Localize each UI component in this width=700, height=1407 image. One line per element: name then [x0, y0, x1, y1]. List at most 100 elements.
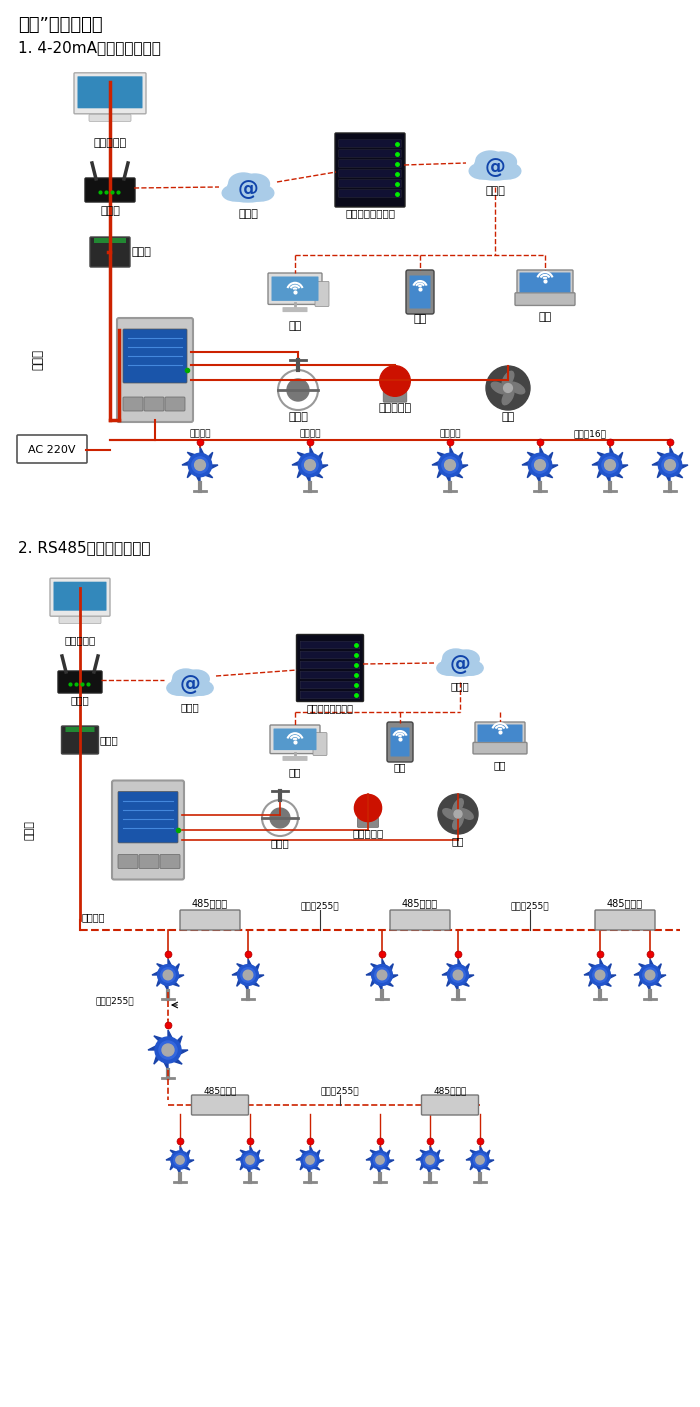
- Text: @: @: [180, 674, 200, 694]
- Ellipse shape: [475, 153, 515, 176]
- Ellipse shape: [443, 809, 457, 819]
- FancyBboxPatch shape: [300, 691, 360, 699]
- Polygon shape: [466, 1157, 480, 1159]
- Ellipse shape: [437, 661, 461, 675]
- Text: 485中继器: 485中继器: [204, 1086, 237, 1095]
- Polygon shape: [446, 464, 450, 483]
- Circle shape: [424, 1154, 436, 1166]
- FancyBboxPatch shape: [519, 273, 570, 293]
- FancyBboxPatch shape: [387, 722, 413, 763]
- Text: 信号输出: 信号输出: [189, 429, 211, 438]
- Circle shape: [421, 1151, 439, 1169]
- FancyBboxPatch shape: [383, 391, 407, 402]
- Polygon shape: [380, 1145, 383, 1159]
- Circle shape: [376, 1155, 384, 1164]
- FancyBboxPatch shape: [58, 671, 102, 694]
- Circle shape: [176, 1155, 184, 1164]
- Circle shape: [602, 457, 618, 473]
- Text: 声光报警器: 声光报警器: [352, 827, 384, 839]
- Polygon shape: [450, 447, 454, 464]
- FancyBboxPatch shape: [59, 616, 101, 623]
- Circle shape: [374, 968, 389, 982]
- Ellipse shape: [229, 173, 258, 193]
- Polygon shape: [237, 964, 248, 975]
- FancyBboxPatch shape: [192, 1095, 248, 1114]
- Polygon shape: [610, 447, 614, 464]
- Text: 声光报警器: 声光报警器: [379, 402, 412, 414]
- Ellipse shape: [509, 383, 525, 394]
- FancyBboxPatch shape: [180, 910, 240, 930]
- Polygon shape: [432, 461, 450, 464]
- Text: 可连接255台: 可连接255台: [95, 996, 134, 1005]
- Polygon shape: [592, 461, 610, 464]
- Polygon shape: [600, 964, 611, 975]
- Polygon shape: [310, 452, 323, 464]
- Circle shape: [244, 1154, 256, 1166]
- Text: 可连接16个: 可连接16个: [573, 429, 606, 438]
- Polygon shape: [200, 464, 218, 469]
- Circle shape: [474, 1154, 486, 1166]
- Polygon shape: [247, 1159, 250, 1173]
- FancyBboxPatch shape: [270, 725, 320, 754]
- Polygon shape: [250, 1159, 264, 1164]
- Polygon shape: [168, 960, 172, 975]
- Ellipse shape: [172, 673, 208, 692]
- Polygon shape: [200, 464, 213, 478]
- FancyBboxPatch shape: [300, 671, 360, 678]
- Polygon shape: [447, 975, 458, 986]
- FancyBboxPatch shape: [315, 281, 329, 307]
- Polygon shape: [180, 1145, 183, 1159]
- Text: 通讯线: 通讯线: [32, 349, 45, 370]
- Circle shape: [174, 1154, 186, 1166]
- FancyBboxPatch shape: [123, 329, 187, 383]
- Circle shape: [532, 457, 548, 473]
- Polygon shape: [420, 1150, 430, 1159]
- Polygon shape: [200, 447, 204, 464]
- Polygon shape: [380, 1159, 390, 1169]
- Polygon shape: [540, 464, 558, 469]
- FancyBboxPatch shape: [410, 276, 430, 308]
- Ellipse shape: [487, 152, 517, 172]
- Circle shape: [453, 971, 463, 979]
- Circle shape: [302, 457, 318, 473]
- Polygon shape: [536, 464, 540, 483]
- Circle shape: [287, 378, 309, 401]
- Text: 互联网: 互联网: [181, 702, 199, 712]
- Circle shape: [528, 453, 552, 477]
- Text: 485中继器: 485中继器: [433, 1086, 467, 1095]
- Circle shape: [371, 1151, 389, 1169]
- FancyBboxPatch shape: [139, 854, 159, 868]
- Polygon shape: [430, 1159, 444, 1164]
- Polygon shape: [657, 452, 670, 464]
- Polygon shape: [166, 1157, 180, 1159]
- Circle shape: [195, 460, 205, 470]
- Polygon shape: [670, 464, 688, 469]
- Circle shape: [237, 965, 258, 985]
- Polygon shape: [240, 1159, 250, 1169]
- Text: 单机版电脑: 单机版电脑: [64, 635, 96, 644]
- Polygon shape: [148, 1045, 168, 1050]
- Polygon shape: [168, 1050, 188, 1055]
- Polygon shape: [540, 452, 553, 464]
- Polygon shape: [670, 452, 682, 464]
- Text: 安帕尔网络服务器: 安帕尔网络服务器: [345, 208, 395, 218]
- Polygon shape: [168, 975, 184, 979]
- Polygon shape: [244, 975, 248, 991]
- Polygon shape: [382, 960, 386, 975]
- Ellipse shape: [225, 184, 271, 203]
- Circle shape: [442, 457, 458, 473]
- FancyBboxPatch shape: [123, 397, 143, 411]
- FancyBboxPatch shape: [300, 651, 360, 658]
- FancyBboxPatch shape: [300, 642, 360, 649]
- FancyBboxPatch shape: [160, 854, 180, 868]
- FancyBboxPatch shape: [477, 725, 522, 741]
- Circle shape: [188, 453, 211, 477]
- Polygon shape: [300, 1159, 310, 1169]
- Polygon shape: [248, 964, 259, 975]
- Polygon shape: [522, 461, 540, 464]
- Ellipse shape: [241, 174, 270, 194]
- Polygon shape: [248, 975, 259, 986]
- Ellipse shape: [458, 809, 473, 819]
- Circle shape: [643, 968, 657, 982]
- Circle shape: [159, 1041, 177, 1059]
